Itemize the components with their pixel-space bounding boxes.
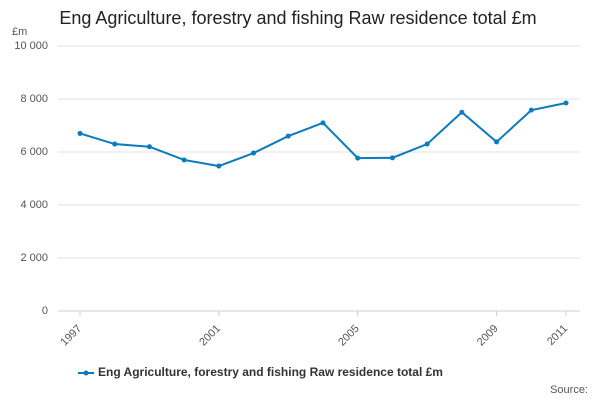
x-tick-label: 1997 [58, 323, 84, 349]
point [494, 139, 500, 145]
x-tick-label: 2009 [475, 323, 501, 349]
y-tick-label: 8 000 [20, 93, 48, 105]
y-tick-label: 4 000 [20, 199, 48, 211]
point [424, 141, 430, 147]
point [251, 150, 257, 156]
y-tick-label: 2 000 [20, 252, 48, 264]
y-tick-label: 6 000 [20, 146, 48, 158]
point [563, 100, 569, 106]
point [146, 144, 152, 150]
legend-label: Eng Agriculture, forestry and fishing Ra… [98, 365, 443, 379]
line [79, 101, 567, 168]
x-tick-label: 2001 [197, 323, 223, 349]
chart-title: Eng Agriculture, forestry and fishing Ra… [59, 8, 536, 28]
point [320, 120, 326, 126]
point [216, 163, 222, 169]
point [77, 130, 83, 136]
point [285, 133, 291, 139]
point [389, 155, 395, 161]
x-tick-label: 2005 [336, 323, 362, 349]
legend-marker [83, 370, 89, 376]
y-unit: £m [12, 26, 27, 38]
point [528, 107, 534, 113]
point [181, 157, 187, 163]
y-tick-label: 10 000 [14, 40, 48, 52]
point [459, 109, 465, 115]
x-tick-label: 2011 [545, 323, 570, 348]
point [355, 155, 361, 161]
y-tick-label: 0 [42, 305, 48, 317]
source: Source: [550, 384, 588, 396]
point [112, 141, 118, 147]
